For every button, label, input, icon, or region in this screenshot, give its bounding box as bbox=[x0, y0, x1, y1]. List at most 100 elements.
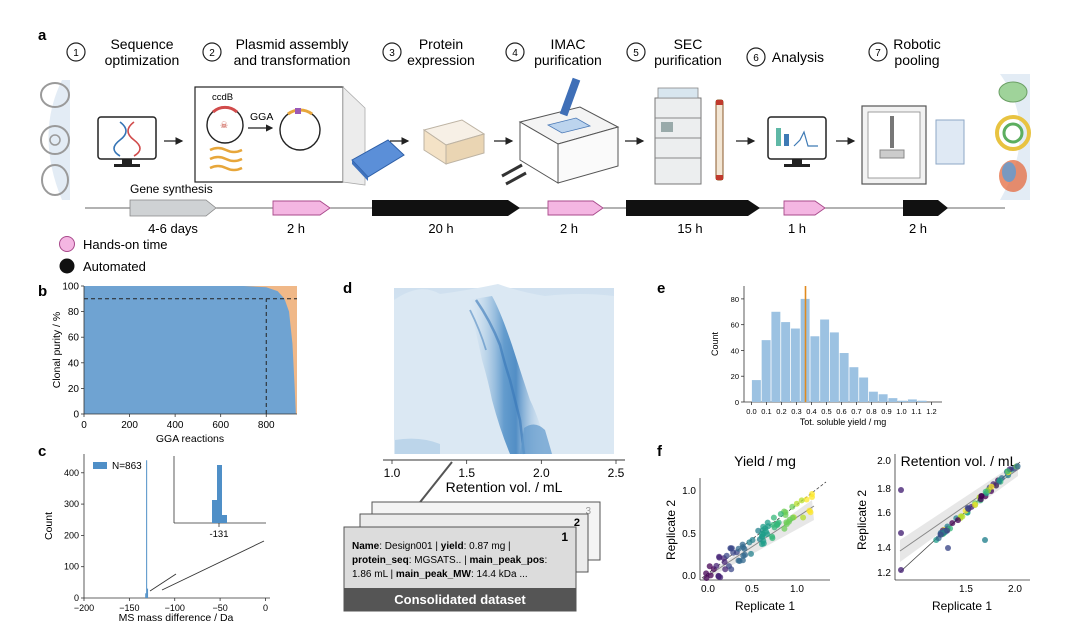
y-tick-label: 20 bbox=[731, 372, 739, 381]
y-tick-label: 60 bbox=[68, 333, 80, 344]
skull-icon: ☠ bbox=[220, 120, 228, 130]
x-tick-label: 1.5 bbox=[959, 584, 973, 595]
gga-label: GGA bbox=[250, 111, 273, 123]
scatter-point bbox=[715, 573, 722, 580]
legend-automated: Automated bbox=[83, 259, 146, 274]
scatter-point bbox=[777, 511, 784, 517]
x-tick-label: 0 bbox=[263, 603, 268, 613]
workflow-step-7: 7 Robotic pooling bbox=[868, 36, 941, 68]
step-number: 2 bbox=[209, 48, 215, 59]
scatter-point bbox=[955, 517, 961, 524]
y-axis-label: Clonal purity / % bbox=[51, 312, 63, 388]
histogram-bar bbox=[145, 593, 147, 598]
x-axis-label: Retention vol. / mL bbox=[446, 479, 563, 495]
scatter-point bbox=[723, 552, 730, 559]
y-tick-label: 200 bbox=[64, 530, 79, 540]
step-title-line1: Robotic bbox=[893, 36, 940, 52]
x-tick-label: 2.0 bbox=[533, 466, 550, 480]
card-footer: Consolidated dataset bbox=[394, 592, 526, 607]
histogram-bar bbox=[917, 400, 927, 402]
card-number-1: 1 bbox=[561, 530, 568, 544]
scatter-point bbox=[982, 537, 988, 543]
timeline-sec: 15 h bbox=[626, 200, 760, 236]
scatter-point bbox=[735, 557, 742, 564]
scatter-point bbox=[898, 530, 904, 536]
sec-column-icon bbox=[715, 99, 724, 181]
scatter-point bbox=[988, 483, 995, 490]
plot-title: Retention vol. / mL bbox=[901, 453, 1018, 469]
panel-letter-a: a bbox=[38, 27, 47, 44]
scatter-point bbox=[735, 545, 742, 552]
y-tick-label: 80 bbox=[68, 307, 80, 318]
x-axis-ticks: 1.0 1.5 2.0 2.5 bbox=[384, 460, 625, 480]
panel-f: f Yield / mg 0.0 0.5 1.0 0.0 0.5 1.0 Rep… bbox=[657, 443, 1030, 613]
step-title-line1: Sequence bbox=[110, 36, 173, 52]
scatter-point bbox=[739, 557, 746, 564]
step-number: 1 bbox=[73, 48, 79, 59]
x-tick-label: 1.0 bbox=[384, 466, 401, 480]
analysis-monitor-icon bbox=[767, 116, 827, 167]
duration-label: 20 h bbox=[428, 221, 453, 236]
step-title-line1: Plasmid assembly bbox=[236, 36, 349, 52]
y-tick-label: 1.0 bbox=[682, 486, 696, 497]
scatter-point bbox=[982, 488, 989, 495]
yield-replicate-plot: Yield / mg 0.0 0.5 1.0 0.0 0.5 1.0 Repli… bbox=[664, 453, 830, 613]
histogram-bar bbox=[839, 353, 849, 402]
histogram-bar bbox=[859, 377, 869, 402]
scatter-point bbox=[993, 482, 1000, 489]
histogram-bars bbox=[145, 460, 149, 598]
scatter-point bbox=[809, 494, 815, 500]
output-proteins-illustration bbox=[995, 74, 1031, 200]
x-axis-ticks: 0.0 0.1 0.2 0.3 0.4 0.5 0.6 0.7 0.8 0.9 1.0 1.1 1.2 bbox=[746, 402, 937, 416]
histogram-bars bbox=[751, 298, 927, 402]
y-tick-label: 100 bbox=[62, 282, 79, 293]
scatter-point bbox=[782, 512, 789, 518]
y-tick-label: 0 bbox=[74, 593, 79, 603]
histogram-bar bbox=[771, 311, 781, 402]
step-title-line1: SEC bbox=[674, 36, 703, 52]
x-tick-label: −150 bbox=[119, 603, 139, 613]
x-tick-label: 0.4 bbox=[806, 407, 816, 416]
panel-letter-b: b bbox=[38, 283, 47, 300]
x-tick-label: 0.0 bbox=[746, 407, 756, 416]
field-key: yield bbox=[441, 541, 464, 552]
workflow-step-3: 3 Protein expression bbox=[382, 36, 475, 68]
x-tick-label: 0.5 bbox=[821, 407, 831, 416]
scatter-point bbox=[806, 507, 813, 514]
x-tick-label: 1.1 bbox=[911, 407, 921, 416]
scatter-point bbox=[977, 496, 984, 503]
scatter-point bbox=[945, 545, 951, 551]
field-value: : bbox=[545, 555, 548, 566]
scatter-point bbox=[898, 567, 904, 573]
timeline-gene-synthesis: Gene synthesis 4-6 days bbox=[129, 182, 217, 236]
y-tick-label: 300 bbox=[64, 499, 79, 509]
legend: N=863 bbox=[93, 461, 142, 472]
histogram-bar bbox=[829, 332, 839, 402]
panel-a: a 1 Sequence optimization 2 Plasmid asse… bbox=[38, 27, 1031, 274]
step-title-line1: Protein bbox=[419, 36, 463, 52]
x-axis-ticks: 0 200 400 600 800 bbox=[81, 414, 275, 431]
scatter-point bbox=[770, 514, 777, 521]
histogram-bar bbox=[761, 340, 771, 402]
duration-label: 4-6 days bbox=[148, 221, 198, 236]
x-tick-label: 1.0 bbox=[896, 407, 906, 416]
x-tick-label: −50 bbox=[212, 603, 227, 613]
scatter-point bbox=[793, 500, 800, 507]
panel-letter-c: c bbox=[38, 443, 46, 460]
histogram-bar bbox=[820, 319, 830, 402]
step-number: 6 bbox=[753, 53, 759, 64]
y-axis-label: Replicate 2 bbox=[664, 500, 678, 560]
step-number: 3 bbox=[389, 48, 395, 59]
histogram-bar bbox=[147, 588, 149, 598]
step-number: 5 bbox=[633, 48, 639, 59]
step-number: 7 bbox=[875, 48, 881, 59]
x-tick-label: 200 bbox=[121, 420, 138, 431]
y-axis-label: Count bbox=[43, 512, 55, 540]
timeline-imac: 2 h bbox=[547, 200, 604, 236]
x-tick-label: 600 bbox=[212, 420, 229, 431]
field-value: : Design001 | bbox=[379, 541, 441, 552]
scatter-point bbox=[721, 559, 728, 565]
y-tick-label: 2.0 bbox=[877, 456, 891, 467]
x-axis-label: Tot. soluble yield / mg bbox=[800, 417, 887, 427]
scatter-point bbox=[972, 501, 979, 508]
